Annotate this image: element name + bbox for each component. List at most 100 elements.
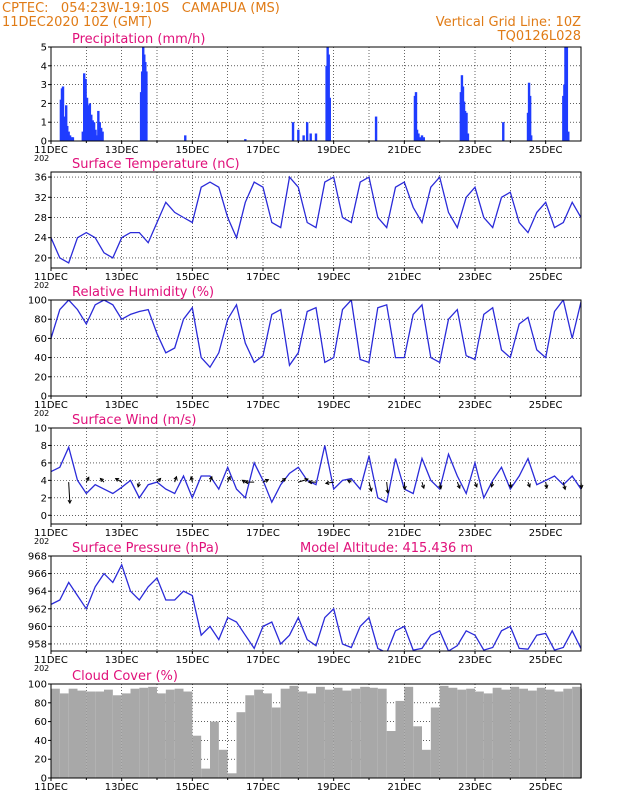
cloud-bar (536, 687, 546, 778)
x-tick-label: 21DEC (387, 400, 421, 411)
x-tick-label: 15DEC (175, 400, 209, 411)
cloud-bar (342, 690, 352, 778)
y-tick-label: 24 (34, 233, 47, 244)
cloud-bar (510, 686, 520, 778)
x-tick-label: 11DEC (34, 655, 68, 666)
y-tick-label: 964 (28, 587, 47, 598)
x-tick-label: 19DEC (317, 145, 351, 156)
precip-bar (88, 103, 92, 141)
precip-bar (101, 131, 104, 141)
x-tick-label: 21DEC (387, 655, 421, 666)
y-tick-label: 0 (41, 511, 47, 522)
humidity-panel: 0 20 40 60 80 100 11DEC 13DEC 15DEC 17DEC 19DEC 21D… (28, 285, 582, 418)
cloud-bar (104, 689, 113, 778)
cloud-bar (201, 768, 210, 778)
cloud-bar (457, 689, 467, 778)
y-tick-label: 962 (28, 604, 47, 615)
cloud-bar (351, 688, 361, 778)
wind-arrow-head (85, 476, 90, 481)
y-tick-label: 100 (28, 296, 47, 307)
x-tick-label: 23DEC (458, 528, 492, 539)
precip-bar (94, 129, 97, 141)
cloud-bar (280, 688, 290, 778)
y-tick-label: 20 (34, 253, 47, 264)
y-tick-label: 0 (41, 137, 47, 148)
wind-arrow-head (67, 499, 72, 505)
x-tick-label: 21DEC (387, 528, 421, 539)
y-tick-label: 28 (34, 213, 47, 224)
cloud-bar (360, 686, 369, 778)
precip-bar (145, 71, 148, 141)
wind-arrow-head (385, 489, 390, 494)
run-date: 11DEC2020 10Z (GMT) (2, 15, 152, 30)
cloud-bar (448, 687, 458, 778)
x-tick-label: 23DEC (458, 782, 492, 793)
cloud-bar (501, 689, 511, 778)
precip-bar (309, 133, 312, 141)
y-tick-label: 80 (34, 698, 47, 709)
precip-bar (61, 86, 65, 141)
x-tick-label: 19DEC (317, 782, 351, 793)
wind-arrow (325, 481, 334, 484)
wind-arrow-head (241, 479, 246, 484)
wind-arrow (386, 482, 389, 493)
y-tick-label: 0 (41, 392, 47, 403)
precip-bar (374, 116, 378, 141)
precip-bar (98, 122, 101, 141)
precip-bar (327, 54, 330, 141)
cloud-bar (519, 688, 528, 778)
wind-arrow-head (420, 484, 426, 490)
precip-bar (422, 137, 425, 141)
y-tick-label: 966 (28, 569, 47, 580)
precip-bar (244, 139, 247, 141)
wind-arrow (439, 482, 442, 489)
x-tick-label: 23DEC (458, 272, 492, 283)
cloud-bar (263, 693, 272, 778)
temperature-frame (50, 171, 582, 269)
humidity-frame (50, 299, 582, 397)
cloud-bar (422, 749, 431, 778)
wind-arrow-head (526, 483, 531, 488)
y-tick-label: 958 (28, 639, 47, 650)
y-tick-label: 100 (28, 680, 47, 691)
precip-bar (64, 105, 68, 141)
y-tick-label: 4 (41, 476, 47, 487)
x-tick-label: 19DEC (317, 400, 351, 411)
wind-arrow-head (173, 475, 178, 481)
precip-bar (81, 131, 84, 141)
model-code: TQ0126L028 (497, 29, 581, 44)
x-tick-label: 11DEC (34, 528, 68, 539)
wind-arrow-head (226, 475, 231, 481)
precip-bar (67, 131, 70, 141)
wind-arrow-head (264, 478, 270, 483)
cloud-bar (298, 691, 308, 778)
precip-bar (420, 135, 424, 141)
wind-arrow-head (189, 475, 194, 481)
x-tick-label: 21DEC (387, 145, 421, 156)
wind-arrow-head (307, 479, 313, 485)
x-tick-label: 13DEC (105, 655, 139, 666)
year-fragment: 202 (34, 409, 49, 418)
cloud-bar (130, 688, 140, 778)
precip-bar (87, 105, 90, 141)
x-tick-label: 25DEC (529, 400, 563, 411)
x-tick-label: 13DEC (105, 528, 139, 539)
wind-arrow (421, 481, 425, 489)
precip-bar (99, 127, 103, 141)
cloud-panel: 0 20 40 60 80 100 11DEC 13DEC 15DEC 17DEC 19DEC 21D… (28, 669, 582, 793)
wind-arrow-head (473, 483, 478, 488)
y-tick-label: 960 (28, 622, 47, 633)
precip-bar (95, 135, 99, 141)
x-tick-label: 15DEC (175, 145, 209, 156)
wind-arrow (298, 478, 309, 483)
pressure-frame (50, 555, 582, 652)
wind-arrow-head (508, 484, 513, 489)
cloud-bar (475, 691, 484, 778)
y-tick-label: 60 (34, 334, 47, 345)
y-tick-label: 4 (41, 61, 47, 72)
precip-bar (297, 129, 300, 141)
precip-bar (502, 122, 505, 141)
wind-arrow-head (157, 477, 162, 483)
x-tick-label: 15DEC (175, 655, 209, 666)
